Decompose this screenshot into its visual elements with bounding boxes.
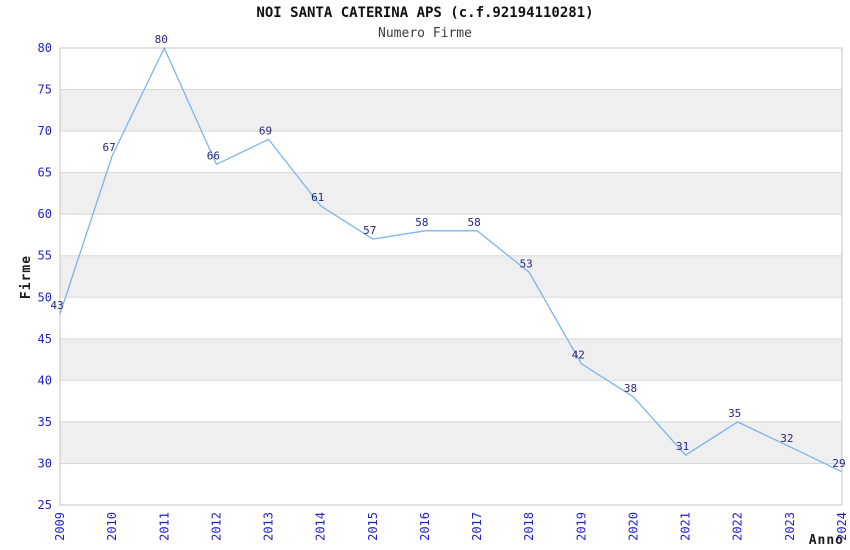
chart-subtitle: Numero Firme [378, 26, 472, 41]
plot-band [60, 421, 842, 464]
x-tick-label: 2013 [262, 512, 276, 541]
y-tick-label: 30 [38, 457, 52, 471]
x-tick-label: 2015 [366, 512, 380, 541]
plot-border [59, 47, 843, 506]
x-tick-label: 2009 [53, 512, 67, 541]
point-label: 42 [572, 349, 585, 362]
x-axis-title: Anno [809, 533, 844, 548]
y-axis-title: Firme [19, 255, 34, 299]
point-label: 61 [311, 191, 324, 204]
x-tick-label: 2017 [470, 512, 484, 541]
data-line [59, 46, 843, 473]
point-label: 66 [207, 149, 220, 162]
point-label: 29 [832, 457, 845, 470]
x-tick-label: 2012 [209, 512, 223, 541]
y-tick-label: 80 [38, 41, 52, 55]
point-label: 69 [259, 124, 272, 137]
point-label: 80 [155, 33, 168, 46]
plot-band [60, 255, 842, 298]
y-tick-label: 75 [38, 83, 52, 97]
x-tick-label: 2019 [574, 512, 588, 541]
point-label: 57 [363, 224, 376, 237]
point-label: 31 [676, 440, 689, 453]
x-tick-label: 2016 [418, 512, 432, 541]
y-tick-label: 65 [38, 166, 52, 180]
point-label: 53 [520, 257, 533, 270]
point-label: 58 [415, 216, 428, 229]
x-tick-label: 2023 [783, 512, 797, 541]
plot-band [60, 89, 842, 132]
x-tick-label: 2024 [835, 512, 849, 541]
point-label: 43 [50, 299, 63, 312]
plot-band [60, 338, 842, 381]
y-tick-label: 70 [38, 124, 52, 138]
y-tick-label: 55 [38, 249, 52, 263]
x-tick-label: 2021 [679, 512, 693, 541]
y-tick-label: 45 [38, 332, 52, 346]
y-tick-label: 40 [38, 373, 52, 387]
x-tick-label: 2020 [627, 512, 641, 541]
y-tick-label: 35 [38, 415, 52, 429]
y-tick-label: 60 [38, 207, 52, 221]
point-label: 32 [780, 432, 793, 445]
y-tick-label: 25 [38, 498, 52, 512]
x-tick-label: 2018 [522, 512, 536, 541]
x-tick-label: 2011 [157, 512, 171, 541]
point-label: 35 [728, 407, 741, 420]
chart-title: NOI SANTA CATERINA APS (c.f.92194110281) [256, 5, 594, 21]
x-tick-label: 2022 [731, 512, 745, 541]
point-label: 67 [102, 141, 115, 154]
x-tick-label: 2010 [105, 512, 119, 541]
y-tick-label: 50 [38, 290, 52, 304]
point-label: 38 [624, 382, 637, 395]
plot-band [60, 172, 842, 215]
point-label: 58 [467, 216, 480, 229]
x-tick-label: 2014 [314, 512, 328, 541]
